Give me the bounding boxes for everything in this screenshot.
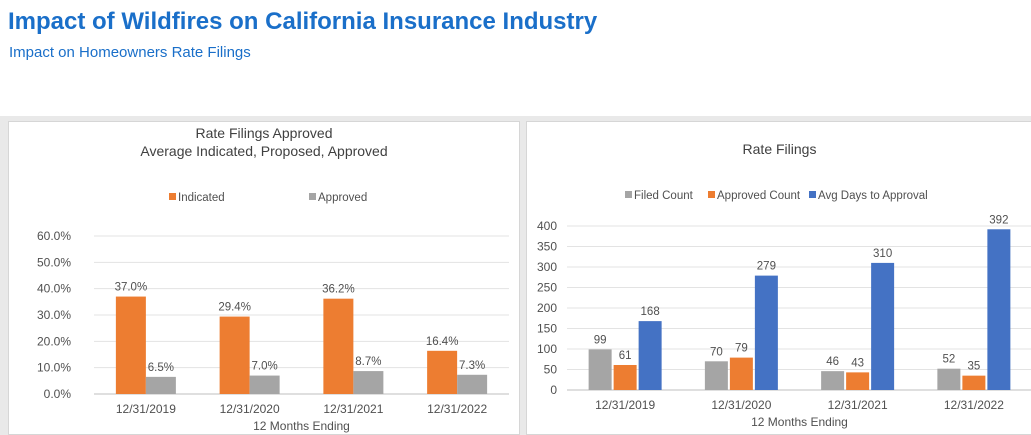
bar-2 bbox=[871, 262, 895, 390]
data-label: 392 bbox=[989, 214, 1008, 226]
legend-label: Filed Count bbox=[634, 190, 694, 202]
data-label: 35 bbox=[967, 361, 980, 373]
data-label: 6.5% bbox=[148, 362, 174, 374]
y-tick-label: 300 bbox=[537, 260, 557, 274]
bar-1 bbox=[729, 357, 753, 390]
legend-swatch-0 bbox=[625, 191, 632, 198]
data-label: 79 bbox=[735, 343, 748, 355]
x-tick-label: 12/31/2019 bbox=[595, 398, 655, 412]
y-tick-label: 350 bbox=[537, 240, 557, 254]
rate-filings-approved-panel: Rate Filings Approved Average Indicated, … bbox=[8, 121, 520, 435]
x-tick-label: 12/31/2021 bbox=[323, 402, 383, 416]
bar-0 bbox=[427, 350, 458, 394]
bar-0 bbox=[323, 298, 354, 394]
legend-swatch-2 bbox=[809, 191, 816, 198]
bar-0 bbox=[821, 371, 845, 390]
data-label: 16.4% bbox=[426, 336, 459, 348]
legend-swatch-1 bbox=[309, 193, 316, 200]
x-tick-label: 12/31/2021 bbox=[828, 398, 888, 412]
y-tick-label: 250 bbox=[537, 281, 557, 295]
data-label: 61 bbox=[619, 350, 632, 362]
bar-1 bbox=[846, 372, 870, 390]
data-label: 46 bbox=[826, 356, 839, 368]
x-tick-label: 12/31/2022 bbox=[944, 398, 1004, 412]
data-label: 43 bbox=[851, 357, 864, 369]
legend-swatch-0 bbox=[169, 193, 176, 200]
rate-filings-approved-chart: Rate Filings Approved Average Indicated, … bbox=[37, 125, 509, 433]
bar-1 bbox=[353, 371, 384, 394]
y-tick-label: 30.0% bbox=[37, 308, 71, 322]
data-label: 99 bbox=[594, 334, 607, 346]
data-label: 279 bbox=[757, 261, 776, 273]
bar-0 bbox=[588, 349, 612, 390]
y-tick-label: 50.0% bbox=[37, 255, 71, 269]
y-tick-label: 20.0% bbox=[37, 334, 71, 348]
data-label: 70 bbox=[710, 346, 723, 358]
bar-2 bbox=[987, 229, 1011, 390]
legend-label: Approved bbox=[318, 192, 367, 204]
chart-title: Rate Filings Approved bbox=[196, 125, 333, 141]
legend-label: Approved Count bbox=[717, 190, 801, 202]
x-tick-label: 12/31/2019 bbox=[116, 402, 176, 416]
y-tick-label: 150 bbox=[537, 322, 557, 336]
x-tick-label: 12/31/2020 bbox=[711, 398, 771, 412]
x-tick-label: 12/31/2022 bbox=[427, 402, 487, 416]
y-tick-label: 10.0% bbox=[37, 361, 71, 375]
bar-0 bbox=[704, 361, 728, 390]
x-axis-title: 12 Months Ending bbox=[751, 415, 848, 429]
bar-0 bbox=[219, 316, 250, 394]
rate-filings-chart: Rate Filings Filed Count Approved Count Avg… bbox=[537, 141, 1031, 429]
legend-label: Avg Days to Approval bbox=[818, 190, 928, 202]
bar-1 bbox=[145, 376, 176, 394]
data-label: 37.0% bbox=[115, 282, 148, 294]
data-label: 52 bbox=[942, 354, 955, 366]
y-tick-label: 60.0% bbox=[37, 229, 71, 243]
data-label: 168 bbox=[641, 306, 660, 318]
bar-1 bbox=[962, 375, 986, 390]
y-tick-label: 100 bbox=[537, 342, 557, 356]
bar-1 bbox=[613, 364, 637, 390]
page-title: Impact of Wildfires on California Insura… bbox=[8, 8, 598, 35]
bar-1 bbox=[249, 375, 280, 394]
y-tick-label: 200 bbox=[537, 301, 557, 315]
data-label: 7.3% bbox=[459, 360, 485, 372]
bar-2 bbox=[754, 275, 778, 390]
data-label: 36.2% bbox=[322, 284, 355, 296]
bar-2 bbox=[638, 321, 662, 390]
data-label: 8.7% bbox=[355, 356, 381, 368]
rate-filings-panel: Rate Filings Filed Count Approved Count Avg… bbox=[526, 121, 1031, 435]
page-subtitle: Impact on Homeowners Rate Filings bbox=[9, 44, 251, 61]
legend-label: Indicated bbox=[178, 192, 225, 204]
y-tick-label: 50 bbox=[544, 363, 558, 377]
chart-subtitle: Average Indicated, Proposed, Approved bbox=[140, 143, 387, 159]
y-tick-label: 400 bbox=[537, 219, 557, 233]
x-axis-title: 12 Months Ending bbox=[253, 419, 350, 433]
bar-0 bbox=[937, 368, 961, 390]
y-tick-label: 0.0% bbox=[44, 387, 72, 401]
y-tick-label: 0 bbox=[550, 383, 557, 397]
bar-1 bbox=[457, 374, 488, 394]
x-tick-label: 12/31/2020 bbox=[220, 402, 280, 416]
bar-0 bbox=[115, 296, 146, 394]
legend-swatch-1 bbox=[708, 191, 715, 198]
chart-title: Rate Filings bbox=[743, 141, 817, 157]
data-label: 7.0% bbox=[252, 361, 278, 373]
y-tick-label: 40.0% bbox=[37, 282, 71, 296]
data-label: 310 bbox=[873, 248, 892, 260]
data-label: 29.4% bbox=[218, 302, 251, 314]
